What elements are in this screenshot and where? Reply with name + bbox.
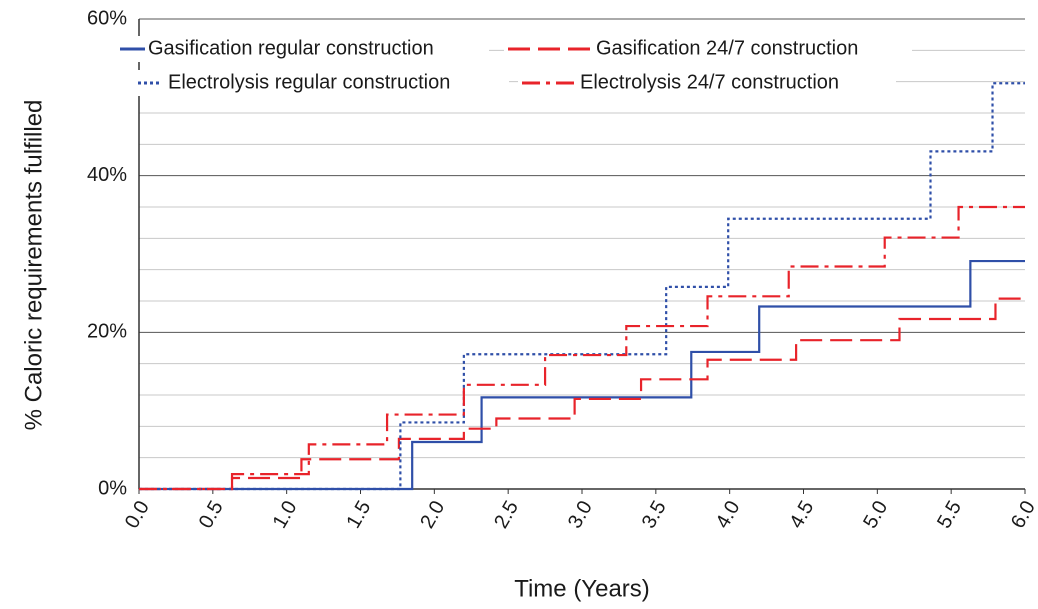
series-line <box>139 297 1025 491</box>
x-tick-label: 0.5 <box>195 497 228 532</box>
x-tick-label: 3.5 <box>638 497 671 532</box>
legend-background <box>518 70 896 96</box>
y-axis-title: % Caloric requirements fulfilled <box>20 100 47 431</box>
legend-background <box>134 70 509 96</box>
x-tick-label: 1.0 <box>269 497 302 532</box>
x-tick-label: 5.0 <box>859 497 892 532</box>
x-tick-label: 4.5 <box>785 497 818 532</box>
y-tick-label: 20% <box>87 321 127 343</box>
x-tick-label: 2.0 <box>416 497 449 532</box>
x-tick-label: 3.0 <box>564 497 597 532</box>
legend-label: Electrolysis regular construction <box>168 71 450 93</box>
x-tick-label: 0.0 <box>121 497 154 532</box>
x-tick-label: 6.0 <box>1007 497 1038 532</box>
series-line <box>139 82 1025 491</box>
legend-label: Gasification 24/7 construction <box>596 37 858 59</box>
legend-label: Gasification regular construction <box>148 37 434 59</box>
legend-label: Electrolysis 24/7 construction <box>580 71 839 93</box>
series-line <box>139 259 1025 491</box>
y-tick-label: 60% <box>87 7 127 29</box>
y-tick-label: 40% <box>87 164 127 186</box>
series-line <box>139 205 1025 491</box>
x-tick-label: 2.5 <box>490 497 523 532</box>
x-tick-label: 1.5 <box>342 497 375 532</box>
x-axis-title: Time (Years) <box>514 575 650 602</box>
x-tick-label: 5.5 <box>933 497 966 532</box>
y-tick-label: 0% <box>98 477 127 499</box>
legend-background <box>116 36 489 62</box>
x-tick-label: 4.0 <box>712 497 745 532</box>
